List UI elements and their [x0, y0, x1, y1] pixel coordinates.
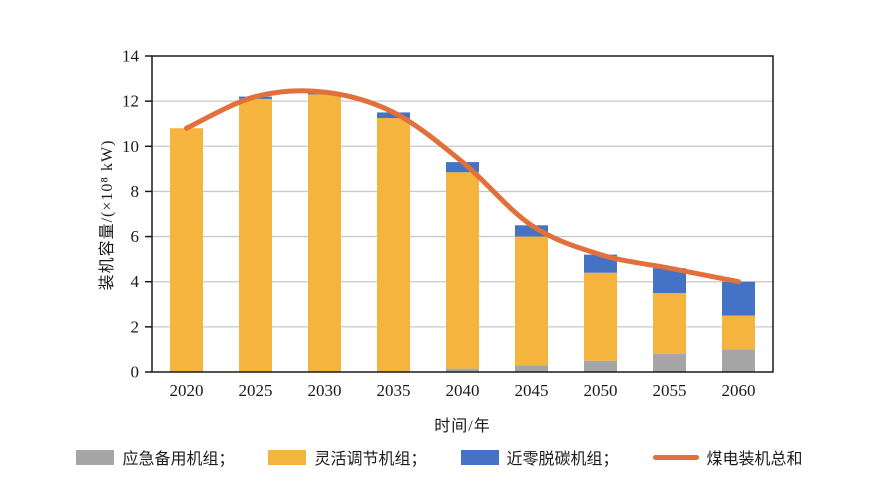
bar-segment-近零脱碳机组 — [515, 225, 548, 237]
y-tick-label: 12 — [122, 92, 139, 111]
legend: 应急备用机组； 灵活调节机组； 近零脱碳机组； 煤电装机总和 — [0, 445, 879, 469]
bar-segment-灵活调节机组 — [239, 98, 272, 372]
legend-label: 灵活调节机组； — [314, 451, 427, 468]
bar-segment-灵活调节机组 — [377, 118, 410, 372]
blue-bar-swatch-icon — [460, 449, 499, 465]
y-tick-label: 4 — [131, 272, 140, 291]
stacked-bar-line-chart: 0 2 4 6 8 10 12 14 2020 2025 2030 2035 2040 2045 2050 2… — [122, 47, 774, 400]
x-axis-title: 时间/年 — [434, 418, 491, 435]
bar-segment-应急备用机组 — [653, 353, 686, 372]
plot-border — [151, 55, 774, 373]
bar-segment-近零脱碳机组 — [377, 112, 410, 119]
x-tick-label: 2025 — [239, 381, 273, 400]
legend-label: 应急备用机组； — [122, 451, 235, 468]
y-tick-label: 14 — [122, 47, 140, 66]
bar-segment-应急备用机组 — [515, 365, 548, 372]
legend-item-flexible-regulation: 灵活调节机组； — [268, 445, 427, 469]
bar-segment-灵活调节机组 — [722, 315, 755, 350]
orange-line-swatch-icon — [652, 454, 699, 460]
total-line — [184, 88, 741, 285]
bar-segment-应急备用机组 — [722, 349, 755, 372]
bar-segment-近零脱碳机组 — [446, 162, 479, 173]
bar-segment-灵活调节机组 — [515, 236, 548, 366]
bar-segment-应急备用机组 — [584, 360, 617, 372]
legend-label: 煤电装机总和 — [706, 451, 803, 468]
bar-segment-灵活调节机组 — [653, 293, 686, 354]
y-tick-label: 0 — [131, 363, 140, 382]
x-tick-label: 2040 — [446, 381, 480, 400]
bar-segment-灵活调节机组 — [170, 128, 203, 372]
bar-segment-应急备用机组 — [446, 368, 479, 372]
x-tick-label: 2055 — [653, 381, 687, 400]
legend-label: 近零脱碳机组； — [506, 451, 619, 468]
yellow-bar-swatch-icon — [268, 449, 307, 465]
gray-bar-swatch-icon — [76, 449, 115, 465]
legend-item-coal-total: 煤电装机总和 — [652, 445, 803, 469]
y-tick-label: 6 — [131, 227, 140, 246]
x-tick-label: 2030 — [308, 381, 342, 400]
y-tick-label: 10 — [122, 137, 139, 156]
bar-segment-灵活调节机组 — [446, 172, 479, 369]
bar-segment-近零脱碳机组 — [722, 281, 755, 316]
x-tick-label: 2020 — [170, 381, 204, 400]
y-axis-title: 装机容量/(×10⁸ kW) — [99, 139, 116, 291]
x-tick-label: 2050 — [584, 381, 618, 400]
y-tick-label: 2 — [131, 317, 140, 336]
bar-segment-灵活调节机组 — [308, 94, 341, 372]
legend-item-emergency-backup: 应急备用机组； — [76, 445, 234, 469]
x-tick-label: 2045 — [515, 381, 549, 400]
x-tick-label: 2035 — [377, 381, 411, 400]
bar-segment-灵活调节机组 — [584, 272, 617, 361]
legend-item-near-zero-decarbon: 近零脱碳机组； — [460, 445, 619, 469]
y-tick-label: 8 — [131, 182, 140, 201]
x-tick-label: 2060 — [722, 381, 756, 400]
